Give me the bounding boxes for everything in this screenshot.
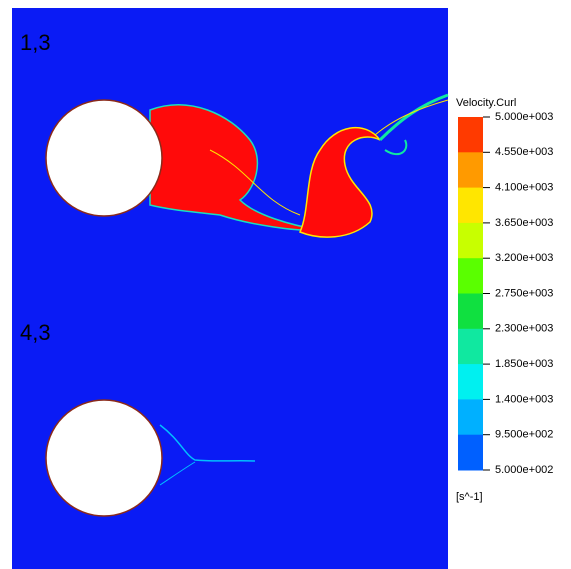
colorbar-band <box>458 187 483 224</box>
wake-upper <box>149 93 449 238</box>
panel-label: 1,3 <box>20 30 51 55</box>
colorbar-label: 3.200e+003 <box>495 252 553 264</box>
colorbar-label: 2.300e+003 <box>495 323 553 335</box>
colorbar-label: 9.500e+002 <box>495 429 553 441</box>
colorbar-label: 4.550e+003 <box>495 146 553 158</box>
colorbar-band <box>458 328 483 365</box>
colorbar-band <box>458 117 483 153</box>
colorbar-label: 1.400e+003 <box>495 393 553 405</box>
colorbar-label: 1.850e+003 <box>495 358 553 370</box>
colorbar-band <box>458 434 483 471</box>
colorbar-band <box>458 222 483 259</box>
colorbar-label: 2.750e+003 <box>495 287 553 299</box>
colorbar-label: 3.650e+003 <box>495 217 553 229</box>
panel-label: 4,3 <box>20 320 51 345</box>
cylinder <box>45 399 163 517</box>
colorbar-band <box>458 364 483 400</box>
colorbar-band <box>458 152 483 189</box>
colorbar-band <box>458 399 483 436</box>
colorbar-band <box>458 293 483 330</box>
legend-unit: [s^-1] <box>456 491 483 503</box>
colorbar-label: 4.100e+003 <box>495 182 553 194</box>
colorbar-label: 5.000e+003 <box>495 111 553 123</box>
wake-lower <box>159 424 256 486</box>
colorbar-label: 5.000e+002 <box>495 464 553 476</box>
colorbar-band <box>458 258 483 294</box>
legend-title: Velocity.Curl <box>456 97 516 109</box>
cylinder <box>45 99 163 217</box>
colorbar: 5.000e+003 4.550e+003 4.100e+003 3.650e+003… <box>458 111 553 476</box>
